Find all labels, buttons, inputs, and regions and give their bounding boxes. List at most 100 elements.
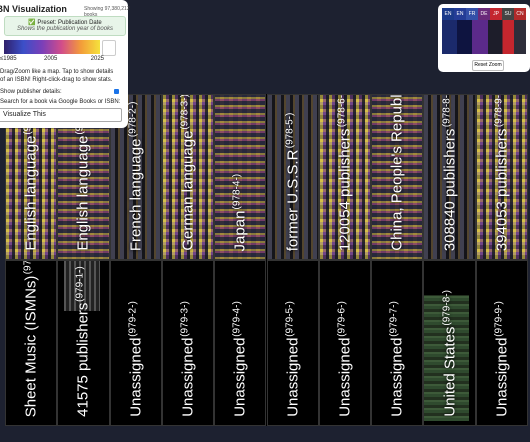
block-name: English language [74, 135, 92, 251]
minimap-tab[interactable]: CN [514, 8, 526, 20]
isbn-block[interactable]: 394053 publishers (978-9-) [475, 94, 528, 260]
minimap-tabs: EN EN FR DE JP SU CN [442, 8, 526, 20]
minimap-tab[interactable]: SU [502, 8, 514, 20]
isbn-block[interactable]: Unassigned (979-6-) [318, 260, 372, 426]
scale-labels: ≤1985 2005 2025 [0, 56, 104, 64]
block-code: (979-4-) [231, 301, 243, 337]
visualize-select[interactable]: Visualize This [0, 108, 122, 122]
isbn-block[interactable]: Unassigned (979-3-) [161, 260, 215, 426]
block-label: China, People's Republic(978-7-) [388, 94, 406, 251]
block-name: Unassigned [388, 337, 406, 417]
block-code: (978-5-) [284, 112, 296, 149]
isbn-block[interactable]: 308840 publishers (978-8-) [423, 94, 476, 260]
block-label: 41575 publishers (979-1-) [75, 266, 92, 417]
block-name: Unassigned [231, 337, 249, 417]
help-text: Drag/Zoom like a map. Tap to show detail… [0, 69, 114, 84]
block-code: (979-6-) [336, 301, 348, 337]
block-label: 120054 publishers (978-6-) [336, 94, 354, 251]
minimap-tab[interactable]: DE [478, 8, 490, 20]
minimap-tab[interactable]: JP [490, 8, 502, 20]
isbn-block[interactable]: China, People's Republic(978-7-) [371, 94, 424, 260]
block-label: Unassigned (979-7-) [389, 301, 406, 417]
block-code: (979-0-) [23, 261, 34, 274]
block-name: Unassigned [284, 337, 302, 417]
isbn-block[interactable]: Japan (978-4-) [214, 94, 267, 260]
color-scale [4, 40, 100, 54]
isbn-block[interactable]: United States (979-8-) [423, 260, 476, 426]
block-code: (979-3-) [179, 301, 191, 337]
control-panel: ISBN Visualization Showing 97,380,212 bo… [0, 0, 130, 128]
publisher-area [64, 261, 101, 311]
block-label: Sheet Music (ISMNs)(979-0-) [22, 261, 40, 417]
minimap-tab[interactable]: EN [454, 8, 466, 20]
publisher-toggle-label: Show publisher details: [0, 89, 62, 95]
block-label: Unassigned (979-5-) [284, 301, 301, 417]
block-code: (978-9-) [493, 94, 505, 128]
block-name: Sheet Music (ISMNs) [22, 275, 40, 417]
block-name: 120054 publishers [336, 128, 354, 251]
isbn-block[interactable]: Sheet Music (ISMNs)(979-0-) [5, 260, 58, 426]
isbn-block[interactable]: Unassigned (979-5-) [266, 260, 319, 426]
block-label: Unassigned (979-4-) [232, 301, 249, 417]
publisher-checkbox[interactable] [114, 89, 119, 94]
block-code: (979-2-) [127, 301, 139, 337]
isbn-block[interactable]: former U.S.S.R (978-5-) [266, 94, 319, 260]
scale-label: ≤1985 [0, 56, 17, 62]
block-name: English language [22, 135, 40, 251]
block-code: (979-9-) [493, 301, 505, 337]
preset: ✅ Preset: Publication Date [28, 20, 102, 26]
block-label: United States (979-8-) [441, 290, 458, 417]
publisher-area [424, 295, 469, 421]
isbn-block[interactable]: Unassigned (979-4-) [214, 260, 267, 426]
isbn-block[interactable]: Unassigned (979-2-) [109, 260, 162, 426]
isbn-block[interactable]: Unassigned (979-9-) [475, 260, 528, 426]
block-name: Unassigned [336, 337, 354, 417]
block-label: 394053 publishers (978-9-) [493, 94, 511, 251]
block-code: (978-6-) [336, 94, 348, 128]
block-label: Unassigned (979-9-) [493, 301, 510, 417]
minimap-tab[interactable]: EN [442, 8, 454, 20]
isbn-block[interactable]: 120054 publishers (978-6-) [318, 94, 372, 260]
block-name: United States [441, 326, 459, 417]
block-label: former U.S.S.R (978-5-) [284, 113, 301, 251]
block-label: Unassigned (979-3-) [180, 301, 197, 417]
block-name: Unassigned [127, 337, 145, 417]
block-code: (979-7-) [388, 301, 400, 337]
isbn-block[interactable]: Unassigned (979-7-) [371, 260, 424, 426]
minimap: EN EN FR DE JP SU CN Reset Zoom [438, 4, 530, 72]
block-name: French language [127, 138, 145, 251]
scale-dropdown[interactable] [102, 40, 116, 56]
minimap-view[interactable] [442, 20, 526, 54]
block-code: (978-8-) [441, 94, 453, 128]
minimap-tab[interactable]: FR [466, 8, 478, 20]
scale-label: 2005 [44, 56, 58, 62]
block-name: former U.S.S.R [284, 149, 302, 251]
isbn-block[interactable]: German language (978-3-) [161, 94, 215, 260]
block-code: (979-5-) [284, 301, 296, 337]
reset-zoom[interactable]: Reset Zoom [472, 60, 504, 71]
block-code: (979-1-) [74, 266, 86, 302]
block-name: Unassigned [493, 337, 511, 417]
block-name: Japan [231, 210, 249, 251]
block-label: German language (978-3-) [179, 94, 197, 251]
block-code: (979-8-) [441, 290, 453, 326]
isbn-grid: English language(978-0-)English language… [5, 94, 528, 426]
isbn-block[interactable]: 41575 publishers (979-1-) [57, 260, 110, 426]
preset-box: ✅ Preset: Publication Date Shows the pub… [4, 16, 126, 36]
block-name: 308840 publishers [441, 128, 459, 251]
block-code: (978-3-) [179, 94, 191, 130]
block-code: (978-2-) [127, 101, 139, 138]
preset-desc: Shows the publication year of books [16, 26, 114, 32]
block-label: Unassigned (979-2-) [127, 301, 144, 417]
panel-title: ISBN Visualization [0, 4, 67, 14]
block-name: China, People's Republic [388, 94, 406, 251]
search-label: Search for a book via Google Books or IS… [0, 99, 121, 105]
block-label: Japan (978-4-) [232, 174, 249, 251]
scale-label: 2025 [90, 56, 104, 62]
block-name: Unassigned [179, 337, 197, 417]
book-count: Showing 97,380,212 books [84, 6, 130, 18]
block-name: 394053 publishers [493, 128, 511, 251]
block-code: (978-4-) [231, 173, 243, 210]
block-label: French language (978-2-) [127, 102, 144, 251]
